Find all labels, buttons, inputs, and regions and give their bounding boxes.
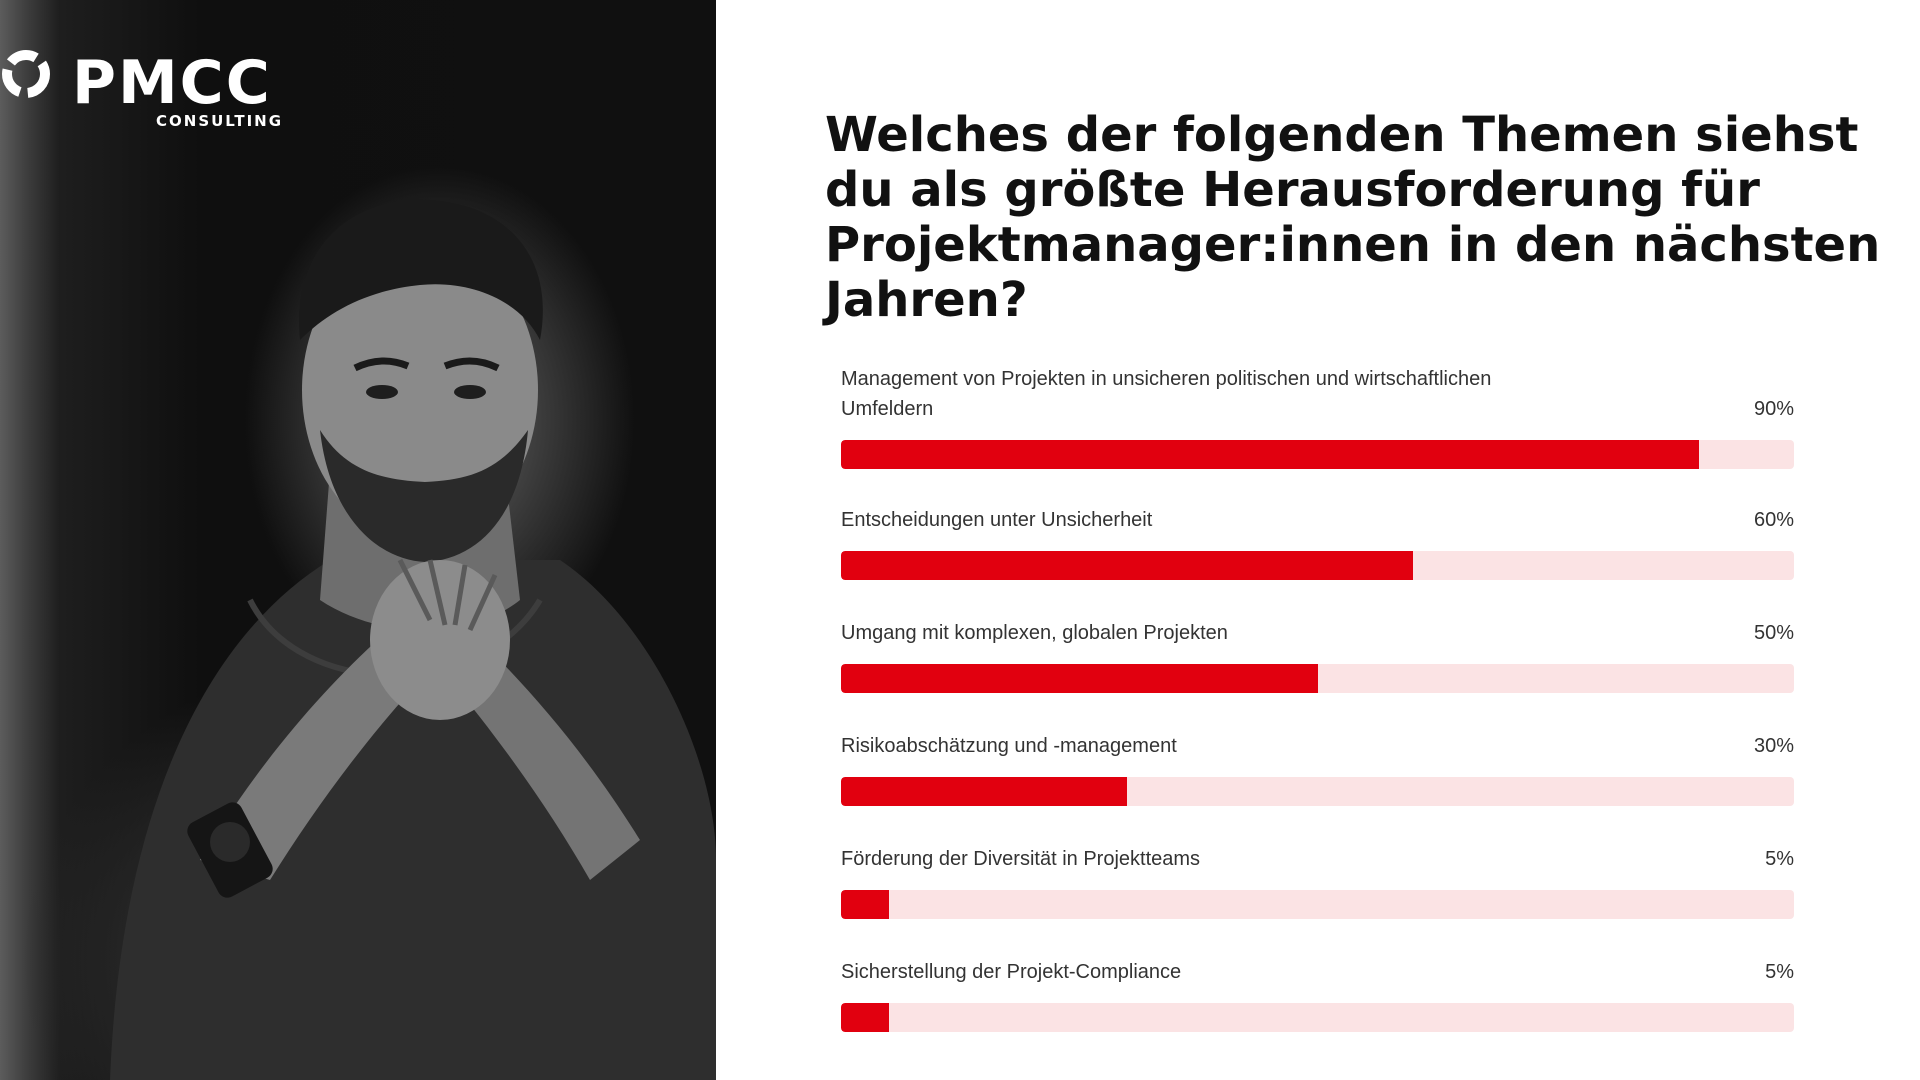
bar-track (841, 777, 1794, 806)
category-label: Förderung der Diversität in Projektteams (841, 848, 1201, 870)
poll-results-chart: Management von Projekten in unsicheren p… (841, 364, 1794, 1070)
result-row-header: Management von Projekten in unsicheren p… (841, 364, 1794, 424)
value-label: 5% (1765, 961, 1794, 983)
result-row-header: Förderung der Diversität in Projektteams… (841, 844, 1794, 874)
portrait-illustration (110, 199, 716, 1080)
portrait-photo: PMCC CONSULTING (0, 0, 716, 1080)
bar (841, 890, 889, 919)
value-label: 90% (1753, 398, 1794, 420)
bar (841, 440, 1699, 469)
bar-track (841, 1003, 1794, 1032)
category-label: Umgang mit komplexen, globalen Projekten (841, 622, 1228, 644)
poll-question: Welches der folgenden Themen siehst du a… (825, 107, 1881, 328)
bar-track (841, 440, 1794, 469)
bar (841, 551, 1413, 580)
brand-name: PMCC (72, 48, 272, 118)
result-row-header: Risikoabschätzung und -management 30% (841, 731, 1794, 761)
bar-track (841, 551, 1794, 580)
brand-tagline: CONSULTING (156, 112, 284, 130)
result-row-header: Entscheidungen unter Unsicherheit 60% (841, 505, 1794, 535)
brand-mark-icon (2, 50, 50, 98)
bar (841, 664, 1318, 693)
value-label: 5% (1765, 848, 1794, 870)
result-row: Sicherstellung der Projekt-Compliance 5% (841, 957, 1794, 1070)
result-row: Management von Projekten in unsicheren p… (841, 364, 1794, 505)
result-row-header: Sicherstellung der Projekt-Compliance 5% (841, 957, 1794, 987)
value-label: 50% (1753, 622, 1794, 644)
result-row: Umgang mit komplexen, globalen Projekten… (841, 618, 1794, 731)
bar-track (841, 890, 1794, 919)
category-label: Sicherstellung der Projekt-Compliance (841, 961, 1182, 983)
result-row: Förderung der Diversität in Projektteams… (841, 844, 1794, 957)
result-row-header: Umgang mit komplexen, globalen Projekten… (841, 618, 1794, 648)
result-row: Entscheidungen unter Unsicherheit 60% (841, 505, 1794, 618)
value-label: 60% (1753, 509, 1794, 531)
bar (841, 777, 1127, 806)
category-label: Management von Projekten in unsicheren p… (841, 368, 1492, 420)
category-label: Entscheidungen unter Unsicherheit (841, 509, 1153, 531)
value-label: 30% (1753, 735, 1794, 757)
category-label: Risikoabschätzung und -management (841, 735, 1177, 757)
brand-logo: PMCC CONSULTING (0, 48, 290, 138)
bar-track (841, 664, 1794, 693)
result-row: Risikoabschätzung und -management 30% (841, 731, 1794, 844)
bar (841, 1003, 889, 1032)
